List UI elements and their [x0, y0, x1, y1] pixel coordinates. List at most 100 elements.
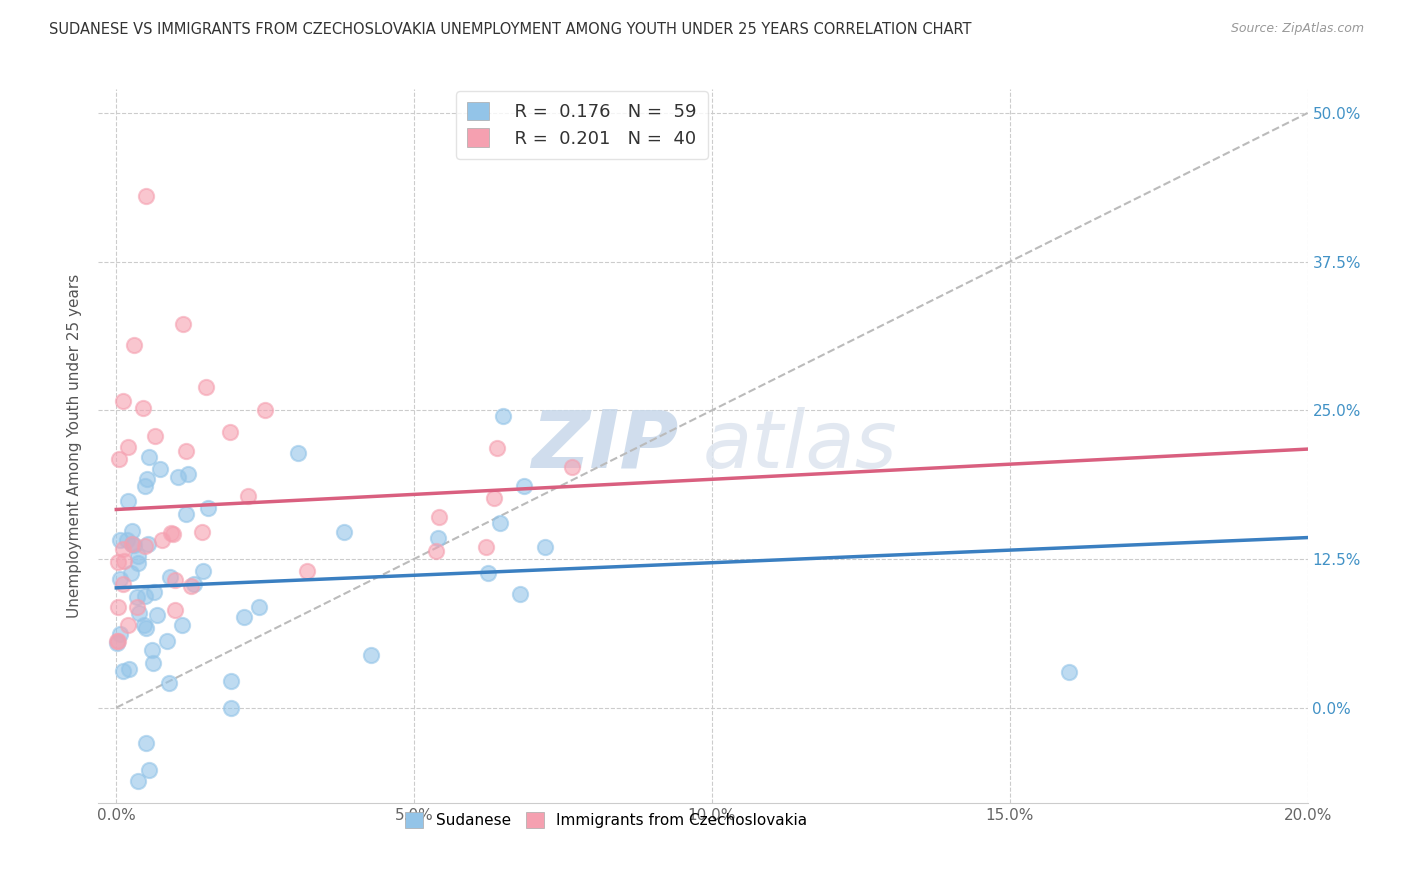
- Point: [108, 572, 131, 586]
- Point: [477, 566, 499, 580]
- Text: SUDANESE VS IMMIGRANTS FROM CZECHOSLOVAKIA UNEMPLOYMENT AMONG YOUTH UNDER 25 YEA: SUDANESE VS IMMIGRANTS FROM CZECHOSLOVAK…: [49, 22, 972, 37]
- Point: [183, 576, 205, 591]
- Point: [191, 564, 214, 578]
- Point: [485, 442, 508, 456]
- Point: [509, 587, 531, 601]
- Point: [136, 472, 159, 486]
- Point: [146, 608, 169, 623]
- Point: [125, 590, 148, 604]
- Point: [121, 524, 143, 538]
- Point: [117, 494, 139, 508]
- Point: [218, 425, 240, 440]
- Point: [127, 599, 149, 614]
- Point: [107, 600, 129, 615]
- Y-axis label: Unemployment Among Youth under 25 years: Unemployment Among Youth under 25 years: [67, 274, 83, 618]
- Point: [112, 664, 135, 678]
- Point: [111, 541, 134, 556]
- Point: [134, 589, 156, 603]
- Point: [132, 617, 155, 632]
- Point: [138, 764, 160, 778]
- Point: [425, 544, 447, 558]
- Point: [107, 636, 129, 650]
- Point: [427, 509, 450, 524]
- Point: [156, 634, 179, 648]
- Point: [287, 445, 309, 459]
- Point: [238, 489, 260, 503]
- Point: [127, 557, 149, 571]
- Point: [157, 676, 180, 690]
- Point: [426, 531, 449, 545]
- Point: [482, 491, 505, 505]
- Point: [122, 338, 145, 352]
- Point: [112, 554, 135, 568]
- Point: [135, 189, 157, 203]
- Point: [561, 460, 583, 475]
- Point: [121, 537, 143, 551]
- Point: [172, 317, 194, 331]
- Point: [107, 556, 129, 570]
- Point: [474, 540, 496, 554]
- Point: [143, 585, 166, 599]
- Point: [132, 401, 155, 416]
- Point: [108, 533, 131, 547]
- Point: [247, 599, 270, 614]
- Point: [174, 508, 197, 522]
- Point: [177, 467, 200, 481]
- Point: [117, 618, 139, 632]
- Point: [108, 627, 131, 641]
- Point: [191, 524, 214, 539]
- Point: [534, 540, 557, 554]
- Point: [165, 573, 187, 587]
- Point: [172, 618, 194, 632]
- Point: [194, 379, 217, 393]
- Point: [127, 549, 149, 564]
- Point: [159, 570, 181, 584]
- Point: [197, 501, 219, 516]
- Point: [145, 429, 167, 443]
- Point: [180, 579, 202, 593]
- Point: [138, 537, 160, 551]
- Point: [138, 450, 160, 464]
- Point: [117, 440, 139, 454]
- Point: [141, 643, 163, 657]
- Point: [219, 674, 242, 689]
- Point: [111, 577, 134, 591]
- Point: [118, 662, 141, 676]
- Text: Source: ZipAtlas.com: Source: ZipAtlas.com: [1230, 22, 1364, 36]
- Point: [122, 538, 145, 552]
- Point: [219, 700, 242, 714]
- Point: [150, 533, 173, 548]
- Point: [134, 539, 156, 553]
- Point: [120, 566, 142, 581]
- Point: [492, 409, 515, 424]
- Point: [360, 648, 382, 662]
- Point: [135, 736, 157, 750]
- Point: [115, 533, 138, 548]
- Point: [166, 469, 188, 483]
- Point: [254, 403, 277, 417]
- Point: [127, 774, 149, 789]
- Point: [159, 525, 181, 540]
- Point: [134, 479, 156, 493]
- Point: [162, 527, 184, 541]
- Point: [165, 603, 187, 617]
- Point: [128, 607, 150, 621]
- Point: [111, 394, 134, 409]
- Point: [232, 610, 254, 624]
- Point: [149, 462, 172, 476]
- Point: [512, 479, 534, 493]
- Point: [105, 633, 128, 648]
- Legend: Sudanese, Immigrants from Czechoslovakia: Sudanese, Immigrants from Czechoslovakia: [399, 806, 814, 834]
- Point: [333, 524, 356, 539]
- Point: [121, 537, 143, 551]
- Point: [107, 451, 129, 466]
- Point: [107, 633, 129, 648]
- Point: [1059, 665, 1081, 679]
- Point: [489, 516, 512, 530]
- Point: [142, 657, 165, 671]
- Text: atlas: atlas: [703, 407, 898, 485]
- Point: [174, 444, 197, 458]
- Point: [295, 564, 318, 578]
- Text: ZIP: ZIP: [531, 407, 679, 485]
- Point: [135, 621, 157, 635]
